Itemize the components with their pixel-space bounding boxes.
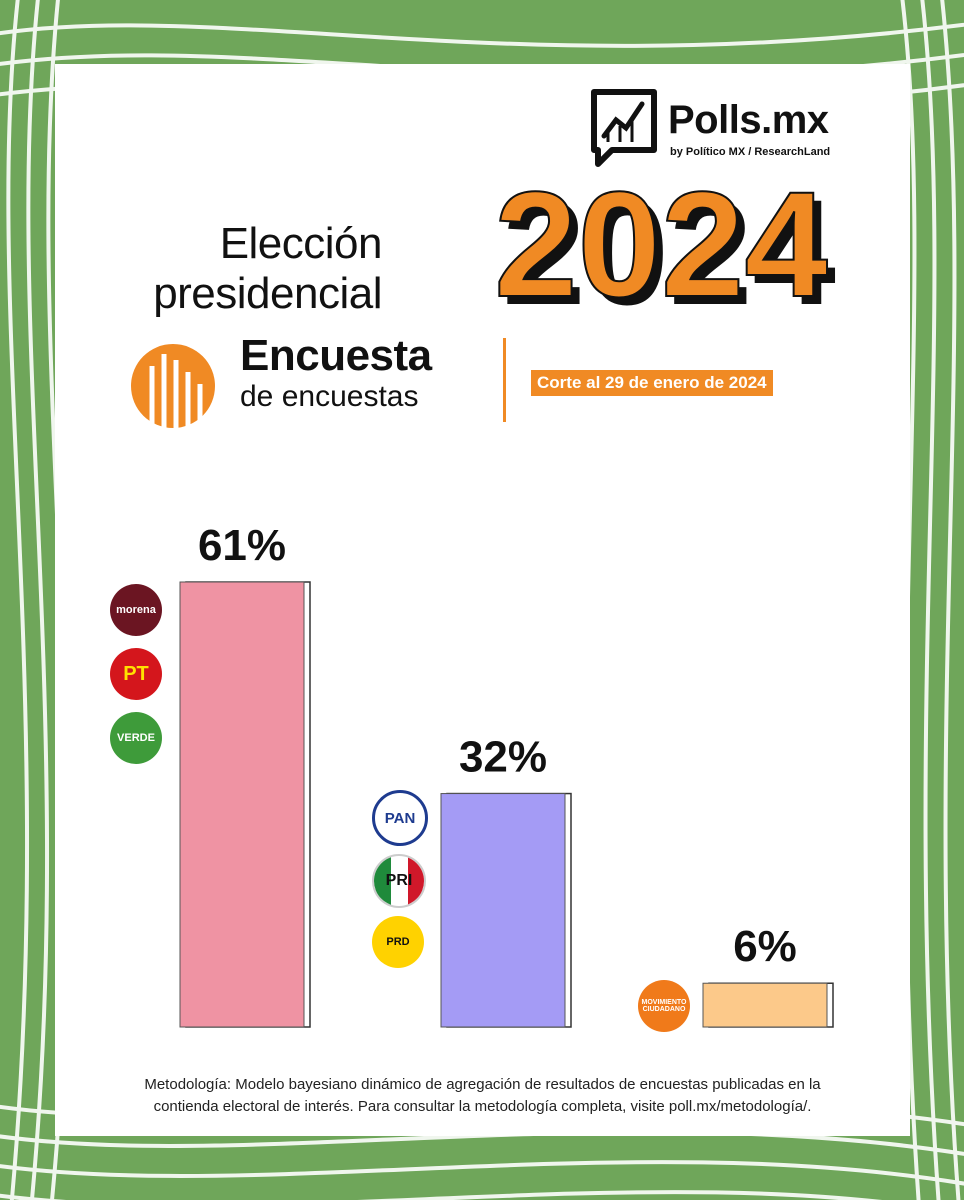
content-card: Polls.mx by Político MX / ResearchLand E… — [55, 64, 910, 1136]
pan-logo: PAN — [372, 790, 428, 846]
survey-subtitle: de encuestas — [240, 380, 419, 413]
bar-chart: 61% 32% 6% — [179, 521, 834, 1028]
title-line-2: presidencial — [153, 269, 382, 318]
title-line-1: Elección — [219, 219, 383, 268]
year-shadow: 2024 — [502, 174, 836, 324]
bar — [440, 793, 566, 1028]
methodology-note: Metodología: Modelo bayesiano dinámico d… — [85, 1074, 880, 1118]
pri-green-band — [374, 856, 391, 906]
methodology-line-1: Metodología: Modelo bayesiano dinámico d… — [144, 1076, 821, 1093]
morena-logo: morena — [110, 584, 162, 636]
survey-title: Encuesta — [240, 331, 432, 380]
year-heading: 2024 2024 — [493, 174, 836, 324]
pri-red-band — [407, 856, 424, 906]
bar — [179, 581, 305, 1028]
brand-logo: Polls.mx by Político MX / ResearchLand — [588, 86, 908, 171]
brand-name: Polls.mx — [668, 98, 829, 142]
data-label: 6% — [733, 922, 797, 971]
prd-logo: PRD — [372, 916, 424, 968]
brand-byline: by Político MX / ResearchLand — [670, 146, 831, 158]
cutoff-badge: Corte al 29 de enero de 2024 — [531, 370, 773, 396]
pri-logo-text: PRI — [385, 872, 413, 889]
verde-logo: VERDE — [110, 712, 162, 764]
data-label: 32% — [459, 733, 547, 782]
divider — [503, 338, 506, 422]
survey-icon — [131, 344, 215, 432]
pri-logo: PRI — [372, 854, 426, 908]
data-label: 61% — [198, 521, 286, 570]
pt-logo: PT — [110, 648, 162, 700]
bar — [702, 982, 828, 1028]
methodology-line-2: contienda electoral de interés. Para con… — [153, 1098, 812, 1115]
year-text: 2024 — [494, 174, 828, 324]
chart-frame-icon — [591, 89, 657, 167]
mc-logo: MOVIMIENTO CIUDADANO — [638, 980, 690, 1032]
